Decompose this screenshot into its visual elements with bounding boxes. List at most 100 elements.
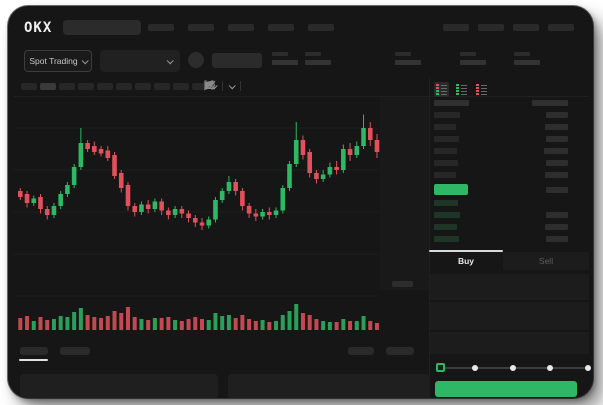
last-price-row[interactable] xyxy=(434,184,568,195)
divider xyxy=(429,78,430,398)
ticker-stat xyxy=(460,52,486,65)
amount-bar xyxy=(545,172,568,178)
nav-item-placeholder[interactable] xyxy=(188,24,214,31)
ticker-stat xyxy=(514,52,540,65)
last-price-amount xyxy=(546,186,568,193)
search-input[interactable] xyxy=(63,20,141,35)
book-combined-icon[interactable] xyxy=(434,82,449,97)
bottom-tabs-left xyxy=(20,347,90,355)
depth-label-placeholder xyxy=(392,281,413,287)
amount-bar xyxy=(546,160,568,166)
stat-value xyxy=(460,60,486,65)
book-bids-icon[interactable] xyxy=(454,82,469,97)
orderbook[interactable] xyxy=(430,100,574,248)
timeframe-button[interactable] xyxy=(78,83,94,90)
tab-sell[interactable]: Sell xyxy=(503,252,589,270)
fullscreen-icon[interactable] xyxy=(204,80,214,90)
header-button[interactable] xyxy=(212,53,262,68)
active-tab-indicator xyxy=(429,250,503,252)
pair-select-dropdown[interactable] xyxy=(100,50,180,72)
price-bar xyxy=(434,200,458,206)
tab-history[interactable] xyxy=(60,347,90,355)
slider-step-dot[interactable] xyxy=(509,365,516,371)
trade-tabs: Buy Sell xyxy=(429,252,589,270)
timeframe-button[interactable] xyxy=(192,83,208,90)
price-bar xyxy=(434,136,459,142)
orderbook-row[interactable] xyxy=(434,160,568,166)
nav-item-placeholder[interactable] xyxy=(308,24,334,31)
chevron-down-icon[interactable] xyxy=(228,81,236,89)
orderbook-view-toggles xyxy=(434,82,489,97)
timeframe-button[interactable] xyxy=(21,83,37,90)
stat-label xyxy=(395,52,411,56)
amount-bar xyxy=(545,224,568,230)
amount-slider[interactable] xyxy=(436,362,591,372)
tab-orders[interactable] xyxy=(20,347,48,355)
orderbook-row[interactable] xyxy=(434,148,568,154)
orderbook-row[interactable] xyxy=(434,236,568,242)
timeframe-button[interactable] xyxy=(97,83,113,90)
spot-trading-dropdown[interactable]: Spot Trading xyxy=(24,50,92,72)
divider xyxy=(14,96,589,97)
stat-value xyxy=(395,60,421,65)
slider-handle[interactable] xyxy=(436,363,445,372)
timeframe-button[interactable] xyxy=(59,83,75,90)
asks-list[interactable] xyxy=(434,112,568,178)
tab-buy[interactable]: Buy xyxy=(457,256,475,266)
nav-item-placeholder[interactable] xyxy=(268,24,294,31)
bids-list[interactable] xyxy=(434,200,568,242)
price-bar xyxy=(434,236,459,242)
okx-logo[interactable]: OKX xyxy=(24,20,53,36)
bottom-action-1[interactable] xyxy=(348,347,374,355)
order-form-field[interactable] xyxy=(430,332,589,354)
stat-label xyxy=(305,52,321,56)
price-bar xyxy=(434,124,456,130)
nav-item-placeholder[interactable] xyxy=(228,24,254,31)
nav-item-placeholder[interactable] xyxy=(148,24,174,31)
amount-bar xyxy=(545,124,568,130)
timeframe-button[interactable] xyxy=(173,83,189,90)
timeframe-button[interactable] xyxy=(40,83,56,90)
order-form xyxy=(430,274,589,354)
price-bar xyxy=(434,224,457,230)
nav-item-placeholder[interactable] xyxy=(513,24,539,31)
orderbook-header xyxy=(434,100,568,106)
orderbook-row[interactable] xyxy=(434,172,568,178)
chevron-down-icon xyxy=(166,56,174,64)
depth-chart-panel xyxy=(380,96,430,290)
orderbook-row[interactable] xyxy=(434,212,568,218)
price-bar xyxy=(434,160,458,166)
orderbook-row[interactable] xyxy=(434,200,568,206)
slider-step-dot[interactable] xyxy=(585,365,591,371)
orderbook-row[interactable] xyxy=(434,112,568,118)
nav-item-placeholder[interactable] xyxy=(443,24,469,31)
timeframe-button[interactable] xyxy=(154,83,170,90)
amount-bar xyxy=(546,112,568,118)
book-asks-icon[interactable] xyxy=(474,82,489,97)
slider-step-dot[interactable] xyxy=(547,365,554,371)
timeframe-button[interactable] xyxy=(135,83,151,90)
nav-item-placeholder[interactable] xyxy=(548,24,574,31)
stat-value xyxy=(305,60,331,65)
orderbook-row[interactable] xyxy=(434,224,568,230)
nav-item-placeholder[interactable] xyxy=(478,24,504,31)
bottom-action-2[interactable] xyxy=(386,347,414,355)
bottom-tabs-right xyxy=(348,347,414,355)
price-bar xyxy=(434,212,460,218)
chart-tools xyxy=(204,80,241,92)
orderbook-row[interactable] xyxy=(434,124,568,130)
price-bar xyxy=(434,148,457,154)
ticker-stat xyxy=(272,52,298,65)
price-bar xyxy=(434,172,456,178)
amount-column-header xyxy=(532,100,568,106)
ticker-stat xyxy=(305,52,331,65)
buy-button[interactable] xyxy=(435,381,577,397)
slider-step-dot[interactable] xyxy=(471,365,478,371)
order-form-field[interactable] xyxy=(430,274,589,300)
orderbook-row[interactable] xyxy=(434,136,568,142)
stat-label xyxy=(514,52,530,56)
timeframe-button[interactable] xyxy=(116,83,132,90)
gear-icon[interactable] xyxy=(204,80,214,90)
order-form-field[interactable] xyxy=(430,302,589,330)
stat-value xyxy=(272,60,298,65)
